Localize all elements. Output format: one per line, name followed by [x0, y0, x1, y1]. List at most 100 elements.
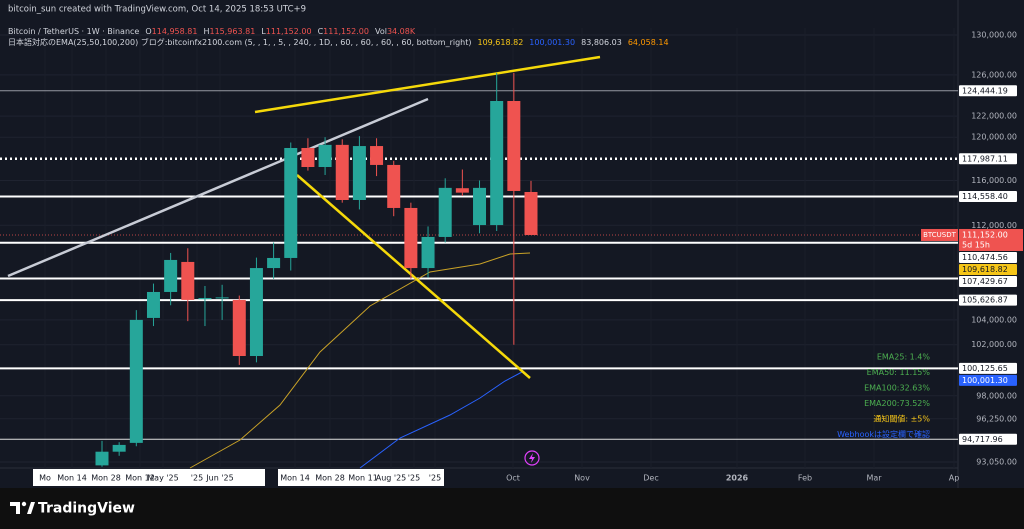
indicator-value: 83,806.03 — [581, 38, 622, 47]
countdown-label: 5d 15h — [962, 240, 990, 249]
candle-body — [404, 207, 418, 269]
y-tick-label: 120,000.00 — [971, 133, 1017, 142]
candle-body — [490, 101, 504, 226]
indicator-value: 100,001.30 — [529, 38, 575, 47]
y-tick-label: 122,000.00 — [971, 112, 1017, 121]
price-label-box — [959, 263, 1017, 275]
ohlc-letter: L — [261, 27, 266, 36]
candle-body — [387, 164, 401, 208]
candle-body — [438, 187, 452, 237]
price-label-box — [959, 85, 1017, 97]
candle-body — [524, 191, 538, 235]
event-icon[interactable] — [524, 450, 540, 466]
trend-line-upper — [254, 55, 601, 114]
indicator-value: 109,618.82 — [477, 38, 523, 47]
price-label: 117,987.11 — [962, 154, 1008, 163]
indicator: 日本語対応のEMA(25,50,100,200) ブログ:bitcoinfx21… — [8, 37, 471, 47]
price-label: 124,444.19 — [962, 86, 1008, 95]
date-highlight — [33, 469, 265, 486]
price-label: 107,429.67 — [962, 277, 1008, 286]
price-label: 109,618.82 — [962, 265, 1008, 274]
candle-body — [455, 188, 469, 193]
x-tick-label: Nov — [574, 474, 590, 483]
y-tick-label: 96,250.00 — [976, 414, 1017, 423]
stats: EMA25: 1.4% EMA50: 11.15% EMA100:32.63% EMA… — [837, 353, 930, 440]
brand: TradingView — [38, 501, 135, 517]
candle-body — [335, 144, 349, 200]
stat-line: Webhookは設定欄で確認 — [837, 429, 930, 439]
indicator-value: 64,058.14 — [628, 38, 669, 47]
price-label-box — [959, 433, 1017, 445]
ohlc-value: 115,963.81 — [209, 27, 255, 36]
x-tick-label: '25 — [408, 474, 420, 483]
x-tick-label: 2026 — [726, 474, 749, 483]
x-tick-label: Mo — [39, 474, 51, 483]
date-highlight — [278, 469, 444, 486]
header: bitcoin_sun created with TradingView.com… — [8, 5, 669, 47]
symbol: Bitcoin / TetherUS · 1W · Binance — [8, 27, 139, 36]
price-label: 94,717.96 — [962, 435, 1003, 444]
indicator-line: 日本語対応のEMA(25,50,100,200) ブログ:bitcoinfx21… — [8, 37, 669, 47]
ema-line-yellow — [189, 252, 531, 469]
price-label-box — [959, 362, 1017, 374]
candle-body — [112, 444, 126, 452]
stat-line: EMA100:32.63% — [864, 384, 930, 393]
logo-dot — [21, 501, 27, 507]
y-tick-label: 104,000.00 — [971, 315, 1017, 324]
x-tick-label: Mon 14 — [57, 474, 87, 483]
candle-body — [181, 261, 195, 300]
x-tick-label: Mar — [866, 474, 882, 483]
x-tick-label: Jun '25 — [205, 474, 233, 483]
y-tick-label: 112,000.00 — [971, 221, 1017, 230]
ohlc-value: 34.08K — [387, 27, 416, 36]
x-tick-label: Mon 12 — [125, 474, 155, 483]
price-label: 114,558.40 — [962, 192, 1008, 201]
x-tick-label: Feb — [798, 474, 812, 483]
x-tick-label: Mon 28 — [91, 474, 121, 483]
candle-body — [507, 101, 521, 191]
price-label-box — [959, 294, 1017, 306]
candle-body — [352, 146, 366, 200]
symbol-line: Bitcoin / TetherUS · 1W · Binance O114,95… — [8, 27, 416, 36]
trend-line-down — [296, 174, 531, 379]
candle-body — [95, 451, 109, 466]
chart-background — [0, 0, 1024, 488]
y-tick-label: 102,000.00 — [971, 340, 1017, 349]
y-tick-label: 126,000.00 — [971, 70, 1017, 79]
x-tick-label: Ap — [949, 474, 960, 483]
y-tick-label: 93,050.00 — [976, 457, 1017, 466]
stat-line: EMA50: 11.15% — [867, 368, 931, 377]
x-tick-label: May '25 — [147, 474, 178, 483]
symbol-tag-box — [921, 228, 958, 241]
candles — [95, 72, 538, 467]
last-price-box — [959, 228, 1023, 251]
logo-mark — [27, 502, 35, 514]
x-tick-label: Mon 14 — [280, 474, 310, 483]
x-tick-label: '25 — [429, 474, 441, 483]
event-icon-bolt — [529, 453, 535, 463]
ohlc-letter: Vol — [375, 27, 387, 36]
logo-mark — [10, 502, 20, 514]
y-tick-label: 116,000.00 — [971, 176, 1017, 185]
price-label: 105,626.87 — [962, 296, 1008, 305]
x-tick-label: '25 — [191, 474, 203, 483]
candle-body — [284, 147, 298, 258]
candle-body — [421, 236, 435, 269]
candle-body — [129, 319, 143, 443]
footer-logo: TradingView — [10, 501, 135, 517]
ema-line-blue — [359, 371, 523, 469]
candle-body — [318, 144, 332, 168]
stat-line: 通知閾値: ±5% — [873, 414, 930, 424]
price-label-box — [959, 374, 1017, 386]
stat-line: EMA25: 1.4% — [877, 353, 931, 362]
candle-body — [146, 291, 160, 318]
ohlc-letter: H — [203, 27, 209, 36]
price-label: 100,125.65 — [962, 364, 1008, 373]
candle-body — [249, 268, 263, 357]
y-tick-label: 98,000.00 — [976, 391, 1017, 400]
stat-line: EMA200:73.52% — [864, 399, 930, 408]
ohlc-value: 114,958.81 — [152, 27, 198, 36]
candle-body — [232, 299, 246, 357]
x-tick-label: Dec — [643, 474, 658, 483]
